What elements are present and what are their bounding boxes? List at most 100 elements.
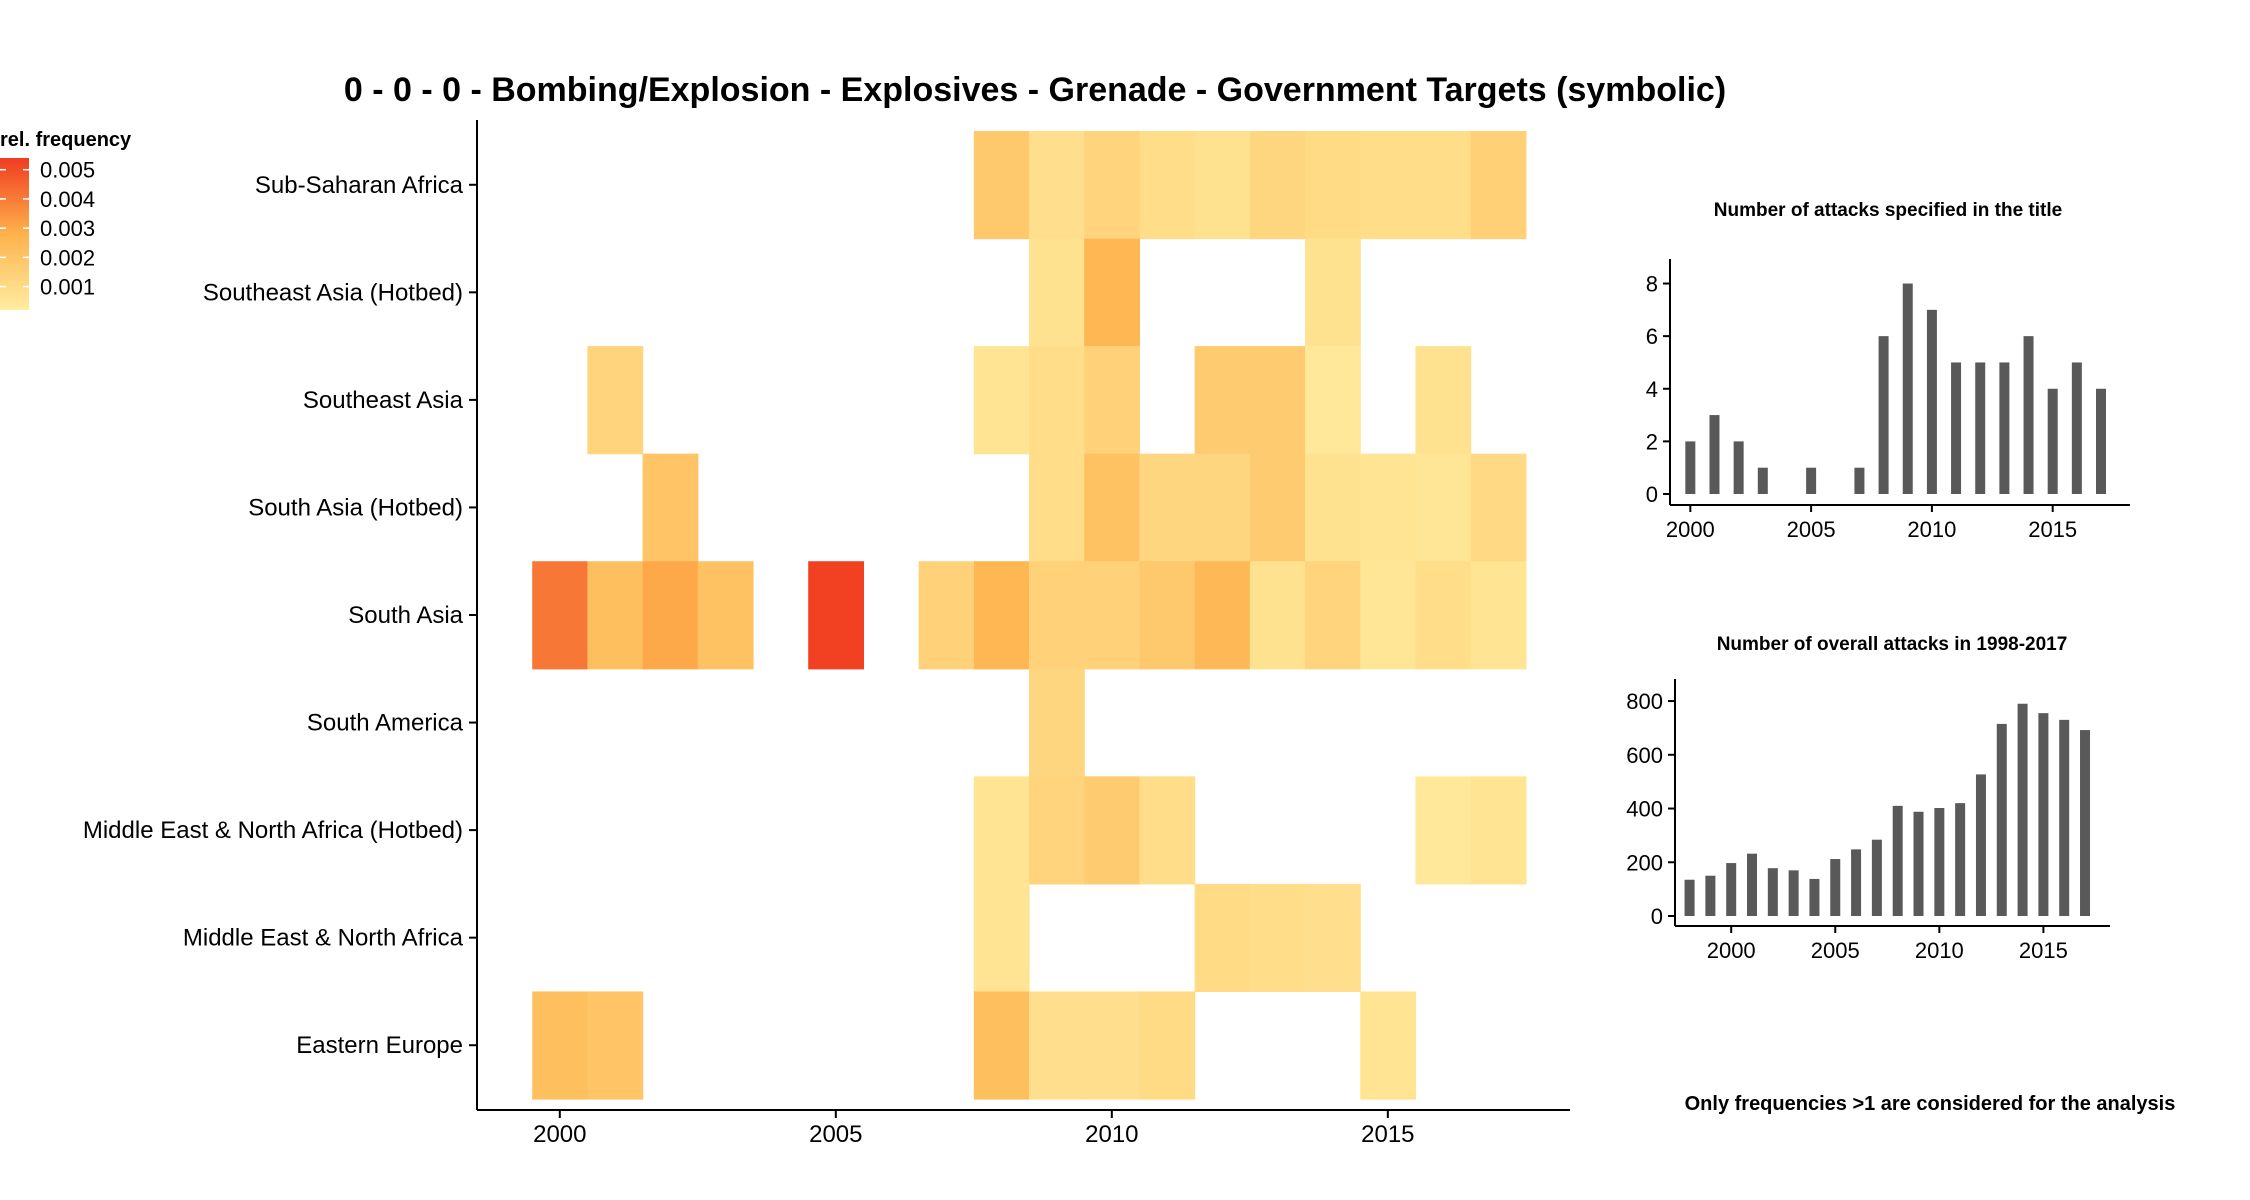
heatmap-cell-south-asia-2008 xyxy=(973,561,1030,670)
heatmap-cell-south-asia-hotbed-2016 xyxy=(1415,453,1472,562)
y-tick-label-south-asia-hotbed: South Asia (Hotbed) xyxy=(248,494,463,521)
attacks-chart-y-tick-label-8: 8 xyxy=(1646,272,1658,297)
heatmap-cell-middle-east-north-africa-hotbed-2011 xyxy=(1139,776,1196,885)
overall-chart-bar-1999 xyxy=(1705,875,1716,916)
heatmap-cell-sub-saharan-africa-2012 xyxy=(1194,131,1251,240)
legend-ticks: 0.005 0.004 0.003 0.002 0.001 xyxy=(0,158,95,300)
overall-chart-y-tick-label-600: 600 xyxy=(1626,743,1663,768)
overall-chart-bar-2000 xyxy=(1726,863,1737,916)
footnote: Only frequencies >1 are considered for t… xyxy=(1685,1093,2176,1115)
x-tick-label-2000: 2000 xyxy=(533,1121,586,1148)
overall-chart-bar-1998 xyxy=(1684,879,1695,916)
heatmap-cell-south-asia-2012 xyxy=(1194,561,1251,670)
heatmap-cell-south-asia-2015 xyxy=(1360,561,1417,670)
overall-chart-bar-2015 xyxy=(2038,713,2049,916)
heatmap-cell-south-asia-2016 xyxy=(1415,561,1472,670)
overall-chart-bar-2017 xyxy=(2080,730,2091,916)
attacks-chart-bar-2014 xyxy=(2023,336,2034,494)
heatmap-cell-southeast-asia-2016 xyxy=(1415,346,1472,455)
heatmap-cell-sub-saharan-africa-2014 xyxy=(1305,131,1361,240)
attacks-chart: 0 2 4 6 8 2000 2005 2010 2015 xyxy=(1646,259,2130,542)
heatmap-cell-eastern-europe-2008 xyxy=(973,991,1030,1100)
overall-chart-y-tick-label-0: 0 xyxy=(1651,904,1663,929)
overall-chart-bar-2004 xyxy=(1809,878,1820,916)
heatmap-cell-eastern-europe-2000 xyxy=(532,991,589,1100)
overall-chart-x-tick-label-2005: 2005 xyxy=(1811,938,1860,963)
overall-chart-y-tick-label-800: 800 xyxy=(1626,689,1663,714)
heatmap-title: 0 - 0 - 0 - Bombing/Explosion - Explosiv… xyxy=(344,71,1726,109)
heatmap-cell-middle-east-north-africa-hotbed-2009 xyxy=(1029,776,1085,885)
heatmap-cell-sub-saharan-africa-2015 xyxy=(1360,131,1417,240)
overall-chart: 0 200 400 600 800 2000 2005 2010 2015 xyxy=(1626,679,2110,963)
heatmap-cell-southeast-asia-2013 xyxy=(1249,346,1306,455)
overall-chart-y-tick-label-200: 200 xyxy=(1626,850,1663,875)
y-tick-label-southeast-asia: Southeast Asia xyxy=(303,387,464,414)
heatmap-cells xyxy=(532,131,1527,1100)
attacks-chart-bar-2017 xyxy=(2096,388,2107,494)
heatmap-cell-south-asia-hotbed-2015 xyxy=(1360,453,1417,562)
heatmap-cell-sub-saharan-africa-2017 xyxy=(1470,131,1527,240)
overall-chart-bar-2011 xyxy=(1955,803,1966,916)
attacks-chart-bar-2011 xyxy=(1951,362,1962,494)
y-tick-label-south-america: South America xyxy=(307,710,464,737)
x-tick-label-2010: 2010 xyxy=(1085,1121,1138,1148)
overall-chart-bar-2003 xyxy=(1788,870,1799,916)
overall-chart-x-tick-label-2010: 2010 xyxy=(1915,938,1964,963)
attacks-chart-y-tick-label-6: 6 xyxy=(1646,324,1658,349)
heatmap-cell-south-asia-2017 xyxy=(1470,561,1527,670)
attacks-chart-bar-2009 xyxy=(1902,283,1913,494)
y-tick-label-eastern-europe: Eastern Europe xyxy=(296,1032,463,1059)
overall-chart-bar-2006 xyxy=(1851,849,1862,916)
heatmap-cell-southeast-asia-hotbed-2010 xyxy=(1084,238,1141,347)
heatmap-cell-eastern-europe-2009 xyxy=(1029,991,1085,1100)
heatmap-cell-middle-east-north-africa-2012 xyxy=(1194,883,1251,993)
attacks-chart-x-tick-label-2015: 2015 xyxy=(2028,517,2077,542)
heatmap-cell-southeast-asia-2008 xyxy=(973,346,1030,455)
heatmap-cell-south-asia-hotbed-2017 xyxy=(1470,453,1527,562)
heatmap-cell-middle-east-north-africa-hotbed-2017 xyxy=(1470,776,1527,885)
heatmap-cell-middle-east-north-africa-hotbed-2016 xyxy=(1415,776,1472,885)
attacks-chart-bar-2015 xyxy=(2047,388,2058,494)
y-tick-label-south-asia: South Asia xyxy=(348,602,463,629)
heatmap-cell-sub-saharan-africa-2016 xyxy=(1415,131,1472,240)
heatmap-cell-southeast-asia-2014 xyxy=(1305,346,1361,455)
heatmap-cell-middle-east-north-africa-hotbed-2008 xyxy=(973,776,1030,885)
heatmap-cell-south-asia-2011 xyxy=(1139,561,1196,670)
legend-colorbar xyxy=(0,158,29,310)
heatmap-cell-south-asia-2002 xyxy=(642,561,699,670)
overall-chart-bar-2014 xyxy=(2017,703,2028,916)
y-tick-label-middle-east-north-africa-hotbed: Middle East & North Africa (Hotbed) xyxy=(83,817,463,844)
heatmap-x-axis: 2000 2005 2010 2015 xyxy=(533,1110,1415,1148)
heatmap-cell-middle-east-north-africa-2008 xyxy=(973,883,1030,993)
y-tick-label-southeast-asia-hotbed: Southeast Asia (Hotbed) xyxy=(203,279,463,306)
attacks-chart-bar-2012 xyxy=(1975,362,1986,494)
overall-chart-bar-2007 xyxy=(1871,839,1882,916)
heatmap-cell-middle-east-north-africa-2014 xyxy=(1305,883,1361,993)
legend-title: rel. frequency xyxy=(0,129,132,151)
overall-chart-bar-2001 xyxy=(1747,853,1758,916)
legend-tick-label-1: 0.004 xyxy=(40,187,95,212)
overall-chart-bar-2009 xyxy=(1913,811,1924,916)
heatmap-y-axis: Sub-Saharan Africa Southeast Asia (Hotbed… xyxy=(83,172,477,1059)
overall-chart-bar-2002 xyxy=(1767,868,1778,916)
attacks-chart-bar-2007 xyxy=(1854,467,1865,494)
overall-chart-bar-2016 xyxy=(2059,719,2070,916)
heatmap-cell-eastern-europe-2001 xyxy=(587,991,644,1100)
attacks-chart-y-tick-label-2: 2 xyxy=(1646,429,1658,454)
attacks-chart-bar-2010 xyxy=(1926,309,1937,494)
overall-chart-bar-2013 xyxy=(1996,723,2007,916)
attacks-chart-bar-2005 xyxy=(1806,467,1817,494)
heatmap-cell-south-asia-2013 xyxy=(1249,561,1306,670)
x-tick-label-2005: 2005 xyxy=(809,1121,862,1148)
legend-tick-label-3: 0.002 xyxy=(40,245,95,270)
legend-tick-label-0: 0.005 xyxy=(40,158,95,183)
heatmap-cell-south-asia-hotbed-2011 xyxy=(1139,453,1196,562)
heatmap-cell-south-asia-hotbed-2009 xyxy=(1029,453,1085,562)
heatmap-cell-south-asia-2014 xyxy=(1305,561,1361,670)
attacks-chart-bar-2008 xyxy=(1878,336,1889,494)
y-tick-label-sub-saharan-africa: Sub-Saharan Africa xyxy=(255,172,464,199)
heatmap-cell-southeast-asia-hotbed-2014 xyxy=(1305,238,1361,347)
attacks-chart-y-tick-label-0: 0 xyxy=(1646,482,1658,507)
overall-chart-x-tick-label-2015: 2015 xyxy=(2019,938,2068,963)
heatmap-cell-southeast-asia-2012 xyxy=(1194,346,1251,455)
